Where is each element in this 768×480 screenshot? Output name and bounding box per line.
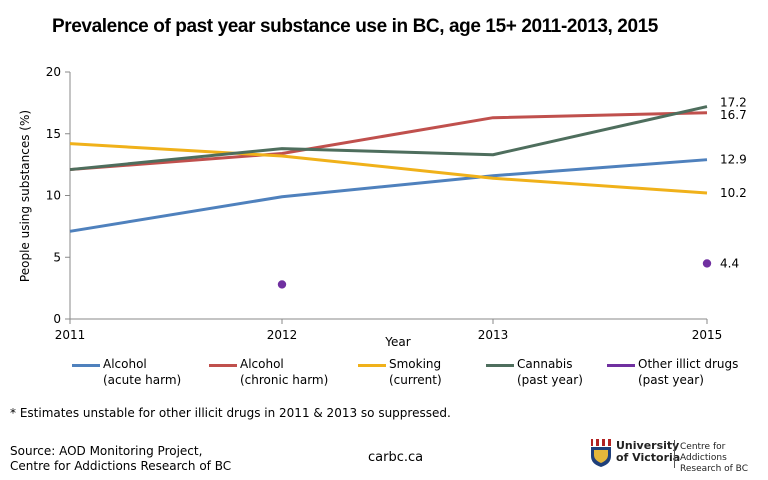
uvic-carbc-logo: University of Victoria Centre for Addict… (590, 438, 765, 474)
x-tick-label: 2012 (267, 328, 298, 342)
source-line-1: Source: AOD Monitoring Project, (10, 444, 203, 458)
y-axis-label: People using substances (%) (18, 110, 32, 282)
x-tick-label: 2013 (478, 328, 509, 342)
website-text: carbc.ca (368, 450, 424, 465)
legend-label: Alcohol (acute harm) (103, 357, 182, 387)
series-line-cannabis-past-year (69, 105, 708, 172)
data-point-other-illicit-drugs (702, 259, 712, 268)
end-value-label: 4.4 (720, 256, 739, 270)
legend-label: Other illict drugs (past year) (638, 357, 739, 387)
x-axis-label: Year (384, 335, 410, 349)
y-tick-label: 10 (46, 189, 61, 203)
end-labels: 12.9 16.7 10.2 17.2 4.4 (720, 96, 747, 271)
legend-label: Smoking (current) (389, 357, 442, 387)
y-tick-label: 20 (46, 65, 61, 79)
footnote: * Estimates unstable for other illicit d… (10, 406, 451, 420)
legend-swatch (209, 364, 237, 367)
series-line-alcohol-acute-harm (69, 158, 708, 233)
y-tick-label: 0 (53, 312, 61, 326)
legend-label: Alcohol (chronic harm) (240, 357, 329, 387)
end-value-label: 16.7 (720, 108, 747, 122)
source-note: Source: AOD Monitoring Project, Centre f… (10, 444, 231, 474)
chart-axes (69, 72, 707, 320)
chart-legend: Alcohol (acute harm) Alcohol (chronic harm)… (72, 356, 762, 396)
end-value-label: 17.2 (720, 96, 747, 110)
x-tick-label: 2011 (55, 328, 86, 342)
uvic-crest-icon (591, 439, 611, 467)
logo-divider (674, 440, 675, 468)
university-name: University of Victoria (616, 439, 681, 464)
series-line-smoking-current (69, 142, 708, 195)
legend-swatch (486, 364, 514, 367)
series-line-alcohol-chronic-harm (69, 111, 708, 172)
legend-label: Cannabis (past year) (517, 357, 583, 387)
centre-name: Centre for Addictions Research of BC (680, 442, 748, 474)
y-tick-label: 15 (46, 127, 61, 141)
data-point-other-illicit-drugs (277, 280, 287, 289)
legend-swatch (358, 364, 386, 367)
source-line-2: Centre for Addictions Research of BC (10, 459, 232, 473)
x-axis-ticks: 2011 2012 2013 2015 (55, 319, 723, 342)
series-lines (69, 105, 712, 289)
y-tick-label: 5 (53, 250, 61, 264)
x-tick-label: 2015 (692, 328, 723, 342)
end-value-label: 12.9 (720, 153, 747, 167)
chart-title: Prevalence of past year substance use in… (52, 16, 658, 37)
y-axis-ticks: 0 5 10 15 20 (46, 65, 70, 326)
line-chart: 0 5 10 15 20 2011 2012 2013 2015 12.9 16.7 10.2 17… (18, 65, 747, 349)
legend-swatch (72, 364, 100, 367)
end-value-label: 10.2 (720, 186, 747, 200)
legend-swatch (607, 364, 635, 367)
